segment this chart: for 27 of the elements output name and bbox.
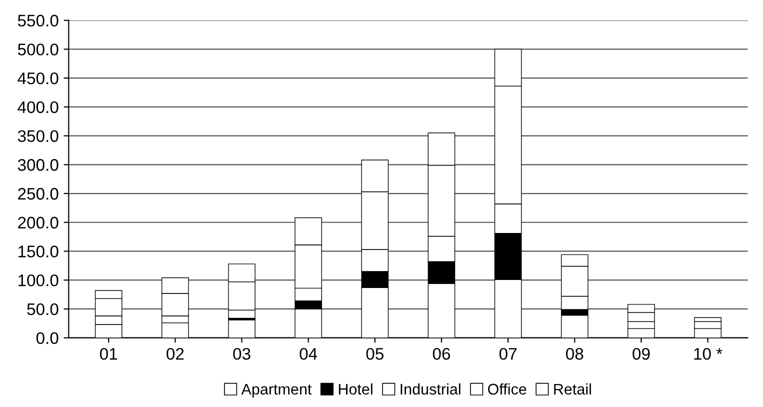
y-tick-label: 550.0 (18, 14, 58, 27)
x-tick-label: 05 (366, 348, 384, 360)
legend-label: Retail (554, 383, 591, 395)
y-tick-label: 350.0 (18, 130, 58, 142)
legend-label: Industrial (400, 383, 460, 395)
y-tick-label: 500.0 (18, 44, 58, 56)
y-tick-label: 250.0 (18, 188, 58, 200)
legend-label: Office (488, 383, 526, 395)
y-tick-label: 300.0 (18, 159, 58, 171)
x-tick-label: 03 (233, 348, 250, 360)
y-tick-label: 50.0 (27, 303, 58, 316)
y-tick-label: 150.0 (18, 246, 58, 258)
x-tick-label: 10 * (694, 348, 722, 360)
y-tick-label: 200.0 (18, 216, 58, 229)
x-tick-label: 01 (100, 348, 118, 360)
x-tick-label: 08 (566, 348, 584, 360)
x-tick-label: 02 (166, 348, 184, 360)
x-tick-label: 06 (432, 348, 450, 360)
x-tick-label: 07 (499, 348, 516, 360)
y-tick-label: 450.0 (18, 72, 58, 84)
legend-label: Hotel (338, 383, 372, 395)
x-tick-label: 04 (300, 348, 318, 360)
y-tick-label: 0.0 (36, 332, 58, 344)
legend-label: Apartment (241, 384, 312, 398)
x-tick-label: 09 (632, 348, 650, 360)
y-tick-label: 100.0 (18, 274, 58, 286)
y-tick-label: 400.0 (18, 101, 58, 114)
